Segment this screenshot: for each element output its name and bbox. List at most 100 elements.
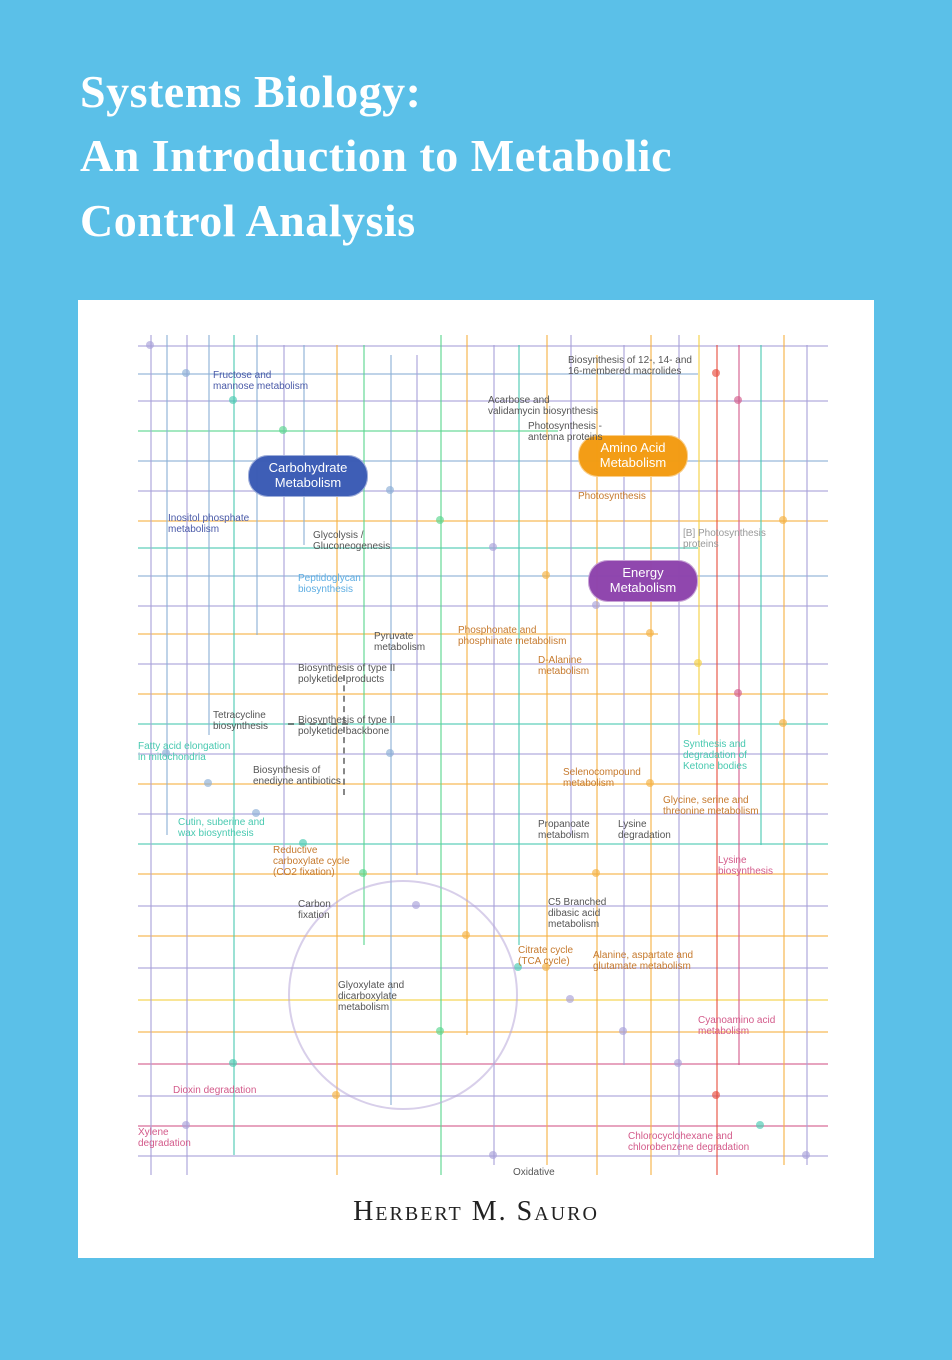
- pathway-line: [138, 575, 828, 577]
- pathway-node: [779, 516, 787, 524]
- pathway-line: [760, 345, 762, 845]
- pathway-label: Cyanoamino acid metabolism: [698, 1015, 775, 1037]
- pathway-node: [619, 1027, 627, 1035]
- pathway-line: [363, 345, 365, 945]
- pathway-label: Propanoate metabolism: [538, 819, 590, 841]
- pathway-label: Xylene degradation: [138, 1127, 191, 1149]
- pathway-label: Photosynthesis - antenna proteins: [528, 421, 603, 443]
- title-line-3: Control Analysis: [80, 195, 416, 246]
- pathway-line: [138, 460, 828, 462]
- pathway-node: [646, 629, 654, 637]
- pathway-line: [138, 490, 828, 492]
- diagram-panel: Carbohydrate MetabolismAmino Acid Metabo…: [78, 300, 874, 1258]
- pathway-node: [592, 869, 600, 877]
- pathway-label: D-Alanine metabolism: [538, 655, 589, 677]
- pathway-node: [229, 1059, 237, 1067]
- pathway-node: [712, 369, 720, 377]
- pathway-label: Peptidoglycan biosynthesis: [298, 573, 361, 595]
- title-block: Systems Biology: An Introduction to Meta…: [0, 0, 952, 283]
- pathway-node: [252, 809, 260, 817]
- pathway-label: Glycine, serine and threonine metabolism: [663, 795, 759, 817]
- pathway-node: [734, 689, 742, 697]
- book-title: Systems Biology: An Introduction to Meta…: [80, 60, 877, 253]
- pathway-line: [138, 663, 828, 665]
- metabolic-pathway-diagram: Carbohydrate MetabolismAmino Acid Metabo…: [138, 315, 828, 1185]
- pathway-node: [674, 1059, 682, 1067]
- pathway-node: [229, 396, 237, 404]
- pathway-line: [138, 843, 828, 845]
- pathway-label: Oxidative: [513, 1167, 555, 1178]
- pathway-node: [646, 779, 654, 787]
- pathway-label: Photosynthesis: [578, 491, 646, 502]
- pathway-node: [756, 1121, 764, 1129]
- pathway-line: [596, 355, 598, 1175]
- pathway-label: Biosynthesis of 12-, 14- and 16-membered…: [568, 355, 692, 377]
- pathway-line: [783, 335, 785, 1165]
- pathway-line: [283, 345, 285, 875]
- pathway-line: [208, 335, 210, 735]
- pathway-line: [806, 345, 808, 1165]
- category-pill-carb: Carbohydrate Metabolism: [248, 455, 368, 497]
- pathway-label: Dioxin degradation: [173, 1085, 256, 1096]
- pathway-node: [359, 869, 367, 877]
- pathway-node: [566, 995, 574, 1003]
- category-pill-energy: Energy Metabolism: [588, 560, 698, 602]
- pathway-label: Fatty acid elongation in mitochondria: [138, 741, 230, 763]
- pathway-line: [138, 1125, 828, 1127]
- pathway-label: Cutin, suberine and wax biosynthesis: [178, 817, 265, 839]
- author-name: Herbert M. Sauro: [78, 1196, 874, 1228]
- pathway-node: [386, 486, 394, 494]
- pathway-node: [592, 601, 600, 609]
- pathway-label: Pyruvate metabolism: [374, 631, 425, 653]
- title-line-2: An Introduction to Metabolic: [80, 130, 672, 181]
- pathway-node: [182, 369, 190, 377]
- pathway-node: [489, 1151, 497, 1159]
- pathway-node: [332, 1091, 340, 1099]
- pathway-label: Reductive carboxylate cycle (CO2 fixatio…: [273, 845, 350, 878]
- pathway-node: [386, 749, 394, 757]
- pathway-label: Lysine biosynthesis: [718, 855, 773, 877]
- title-line-1: Systems Biology:: [80, 66, 422, 117]
- pathway-line: [138, 547, 698, 549]
- pathway-line: [138, 430, 558, 432]
- pathway-label: Glyoxylate and dicarboxylate metabolism: [338, 980, 404, 1013]
- pathway-label: Selenocompound metabolism: [563, 767, 641, 789]
- pathway-label: Phosphonate and phosphinate metabolism: [458, 625, 566, 647]
- pathway-label: Tetracycline biosynthesis: [213, 710, 268, 732]
- pathway-label: Citrate cycle (TCA cycle): [518, 945, 573, 967]
- pathway-line: [233, 335, 235, 1155]
- pathway-label: Alanine, aspartate and glutamate metabol…: [593, 950, 693, 972]
- pathway-label: Biosynthesis of type II polyketide backb…: [298, 715, 395, 737]
- pathway-label: C5 Branched dibasic acid metabolism: [548, 897, 606, 930]
- pathway-label: Biosynthesis of type II polyketide produ…: [298, 663, 395, 685]
- pathway-label: Biosynthesis of enediyne antibiotics: [253, 765, 341, 787]
- pathway-label: Chlorocyclohexane and chlorobenzene degr…: [628, 1131, 749, 1153]
- pathway-node: [802, 1151, 810, 1159]
- pathway-label: [B] Photosynthesis proteins: [683, 528, 766, 550]
- pathway-label: Synthesis and degradation of Ketone bodi…: [683, 739, 747, 772]
- pathway-node: [204, 779, 212, 787]
- pathway-line: [138, 693, 828, 695]
- pathway-line: [138, 1155, 828, 1157]
- pathway-label: Glycolysis / Gluconeogenesis: [313, 530, 390, 552]
- pathway-line: [138, 905, 828, 907]
- pathway-label: Lysine degradation: [618, 819, 671, 841]
- pathway-line: [138, 400, 828, 402]
- pathway-label: Carbon fixation: [298, 899, 331, 921]
- pathway-node: [734, 396, 742, 404]
- pathway-line: [546, 335, 548, 1165]
- pathway-node: [146, 341, 154, 349]
- pathway-node: [489, 543, 497, 551]
- pathway-label: Acarbose and validamycin biosynthesis: [488, 395, 598, 417]
- pathway-node: [279, 426, 287, 434]
- pathway-label: Inositol phosphate metabolism: [168, 513, 249, 535]
- pathway-node: [712, 1091, 720, 1099]
- pathway-line: [138, 783, 828, 785]
- pathway-label: Fructose and mannose metabolism: [213, 370, 308, 392]
- pathway-line: [416, 355, 418, 875]
- pathway-line: [138, 345, 828, 347]
- pathway-node: [779, 719, 787, 727]
- pathway-node: [436, 516, 444, 524]
- pathway-line: [138, 605, 828, 607]
- pathway-node: [542, 571, 550, 579]
